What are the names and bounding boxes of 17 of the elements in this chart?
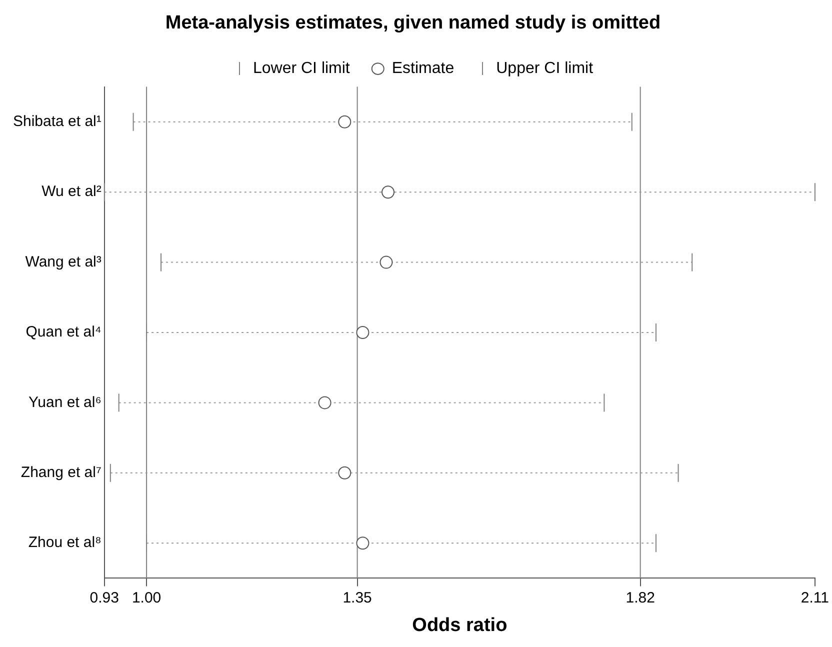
y-tick-label: Quan et al⁴	[26, 324, 102, 341]
x-tick-label: 0.93	[90, 589, 119, 606]
x-tick-label: 2.11	[800, 589, 830, 606]
y-tick-label: Yuan et al⁶	[28, 394, 102, 411]
y-tick-label: Wang et al³	[25, 253, 102, 270]
text: Lower CI limit	[252, 60, 350, 78]
x-axis-title: Odds ratio	[412, 614, 508, 636]
y-tick-label: Shibata et al¹	[13, 113, 102, 130]
chart-title: Meta-analysis estimates, given named study is omitted	[165, 12, 661, 34]
y-tick-label: Zhang et al⁷	[20, 464, 102, 482]
x-tick-label: 1.35	[342, 589, 372, 606]
legend-label: Estimate	[392, 60, 454, 78]
x-tick-label: 1.00	[132, 589, 162, 606]
y-tick-label: Wu et al²	[42, 183, 102, 200]
x-tick-label: 1.82	[626, 589, 655, 606]
y-tick-label: Zhou et al⁸	[28, 534, 102, 552]
text: Upper CI limit	[496, 60, 594, 78]
